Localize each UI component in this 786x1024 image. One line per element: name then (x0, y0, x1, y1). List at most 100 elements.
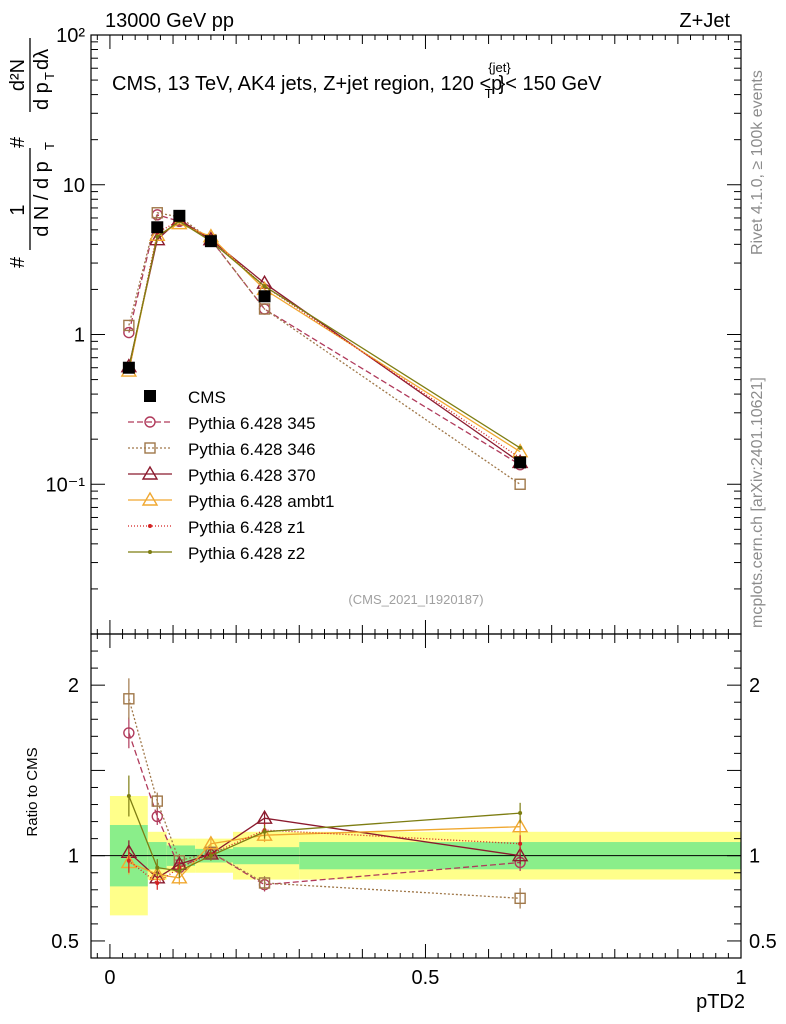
ratio-y-tick-label: 2 (68, 675, 79, 697)
mcplots-label: mcplots.cern.ch [arXiv:2401.10621] (749, 377, 766, 628)
ratio-point-series-4 (518, 841, 523, 846)
ratio-point-series-5 (177, 869, 182, 874)
main-point-cms (514, 456, 527, 469)
ratio-y-tick-label: 1 (68, 846, 79, 868)
ratio-point-series-5 (518, 811, 523, 816)
legend-marker-series-3 (141, 491, 159, 506)
ratio-y-tick-label-right: 0.5 (749, 931, 777, 953)
ylabel-den2-sub: T (42, 72, 57, 80)
main-point-series-5 (518, 445, 523, 450)
ratio-y-label: Ratio to CMS (24, 747, 41, 836)
ratio-point-series-1 (514, 892, 526, 905)
title-sup: {jet} (488, 60, 511, 75)
ratio-point-series-5 (155, 865, 160, 870)
ratio-line-series-1 (128, 698, 521, 899)
title-main: CMS, 13 TeV, AK4 jets, Z+jet region, 120… (112, 73, 502, 95)
ratio-line-series-3 (128, 826, 521, 879)
main-point-series-1 (258, 303, 271, 315)
ratio-point-series-3 (202, 835, 220, 850)
legend-marker-cms (144, 390, 156, 402)
legend-label-series-2: Pythia 6.428 370 (188, 466, 316, 485)
main-point-series-5 (155, 234, 160, 239)
title-sub: T (485, 86, 493, 101)
header-right: Z+Jet (679, 10, 730, 32)
analysis-id: (CMS_2021_I1920187) (348, 592, 483, 607)
main-line-series-5 (128, 220, 521, 449)
legend: CMS Pythia 6.428 345 Pythia 6.428 346 Pythi… (128, 388, 334, 563)
ratio-point-series-1 (151, 795, 163, 807)
main-y-label: # 1 d N / d p T # d²N d p T dλ (7, 38, 57, 268)
legend-marker-series-2 (141, 465, 159, 480)
ylabel-hash1: # (7, 256, 29, 268)
ratio-frame (90, 633, 742, 959)
ratio-point-series-5 (262, 829, 267, 834)
header-left: 13000 GeV pp (105, 10, 234, 32)
ratio-point-series-1 (258, 877, 271, 889)
ratio-y-tick-label-right: 1 (749, 846, 760, 868)
main-point-cms (151, 221, 164, 234)
main-line-series-4 (128, 219, 521, 459)
main-y-tick-label: 10 (63, 175, 85, 197)
main-point-series-1 (514, 478, 526, 490)
ratio-uncertainty-bands (91, 796, 741, 916)
chart-title: CMS, 13 TeV, AK4 jets, Z+jet region, 120… (112, 60, 602, 101)
ylabel-hash2: # (7, 136, 29, 148)
ylabel-num2: d²N (7, 59, 29, 91)
ratio-point-series-5 (126, 794, 131, 798)
x-tick-label: 0 (104, 967, 115, 989)
rivet-label: Rivet 4.1.0, ≥ 100k events (749, 70, 766, 255)
title-end: }< 150 GeV (499, 73, 603, 95)
main-point-series-0 (123, 326, 135, 339)
main-point-series-1 (151, 207, 163, 219)
ratio-series-layer (120, 678, 529, 909)
ratio-point-series-5 (208, 853, 213, 858)
ratio-line-series-2 (128, 817, 521, 879)
main-y-tick-label: 1 (74, 325, 85, 347)
main-series-layer (120, 207, 529, 490)
ylabel-den2-end: dλ (31, 49, 53, 70)
ratio-point-series-1 (123, 693, 135, 705)
ratio-point-series-2 (256, 809, 273, 824)
main-point-cms (173, 209, 186, 222)
main-point-cms (122, 361, 135, 374)
legend-label-cms: CMS (188, 388, 226, 407)
ratio-point-series-3 (511, 818, 529, 833)
ylabel-frac-num: 1 (7, 204, 29, 215)
legend-marker-series-5 (148, 550, 152, 554)
main-point-cms (258, 290, 271, 303)
ratio-point-series-2 (511, 847, 529, 862)
ratio-point-series-3 (256, 826, 273, 841)
main-y-tick-label: 10⁻¹ (46, 474, 86, 496)
ratio-point-series-0 (151, 810, 163, 823)
legend-label-series-5: Pythia 6.428 z2 (188, 544, 305, 563)
ratio-point-series-0 (123, 727, 135, 739)
ratio-y-tick-label-right: 2 (749, 675, 760, 697)
legend-label-series-3: Pythia 6.428 ambt1 (188, 492, 334, 511)
main-y-tick-label: 10² (56, 25, 85, 47)
main-point-series-2 (149, 231, 166, 246)
main-point-cms (204, 235, 217, 248)
ratio-line-series-5 (128, 795, 521, 872)
x-axis-label: pTD2 (696, 991, 745, 1013)
main-point-series-5 (262, 284, 267, 289)
ylabel-frac-den-sub: T (42, 142, 57, 150)
main-point-series-3 (171, 215, 188, 230)
legend-marker-series-0 (144, 416, 156, 428)
ratio-point-series-4 (155, 880, 160, 885)
x-tick-label: 0.5 (412, 967, 440, 989)
ratio-point-series-4 (126, 858, 131, 863)
ylabel-den2: d p (31, 82, 53, 110)
legend-marker-series-4 (148, 524, 152, 528)
legend-label-series-4: Pythia 6.428 z1 (188, 518, 305, 537)
ylabel-frac-den: d N / d p (31, 161, 53, 237)
x-tick-label: 1 (735, 967, 746, 989)
legend-label-series-1: Pythia 6.428 346 (188, 440, 316, 459)
legend-marker-series-1 (144, 442, 156, 454)
ratio-line-series-4 (128, 829, 521, 884)
main-point-series-1 (123, 319, 135, 332)
ratio-y-tick-label: 0.5 (51, 931, 79, 953)
legend-label-series-0: Pythia 6.428 345 (188, 414, 316, 433)
ratio-point-series-3 (171, 869, 188, 884)
